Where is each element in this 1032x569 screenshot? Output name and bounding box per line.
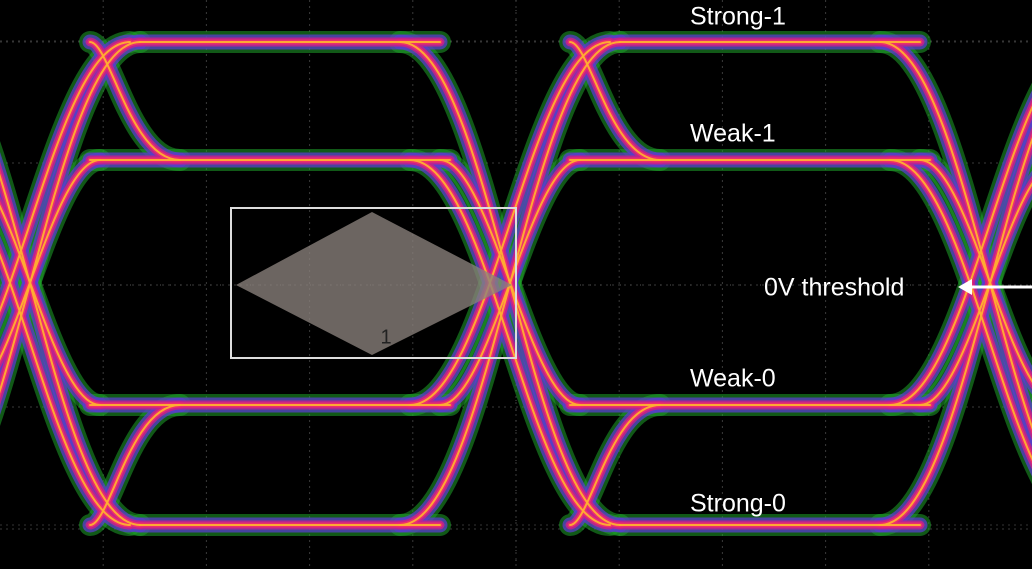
threshold-arrow [958, 279, 1032, 295]
mask-diamond [236, 212, 512, 355]
trace [889, 159, 1032, 462]
trace [439, 159, 581, 406]
level-label: Strong-0 [690, 490, 786, 518]
level-label: Strong-1 [690, 3, 786, 31]
mask-box [230, 207, 517, 359]
trace [89, 41, 181, 161]
mask: 1 [230, 207, 517, 359]
level-label: Weak-1 [690, 120, 776, 148]
threshold-label: 0V threshold [764, 274, 904, 302]
trace [0, 159, 101, 361]
trace [89, 404, 181, 526]
trace [569, 404, 661, 526]
trace [0, 41, 131, 313]
trace [0, 253, 131, 526]
trace [409, 41, 611, 406]
trace [569, 41, 661, 161]
level-label: Weak-0 [690, 365, 776, 393]
trace [409, 159, 611, 526]
arrow-head [958, 279, 972, 295]
trace [889, 105, 1032, 406]
trace [919, 182, 1032, 406]
mask-label: 1 [380, 326, 391, 348]
traces [0, 31, 1032, 536]
